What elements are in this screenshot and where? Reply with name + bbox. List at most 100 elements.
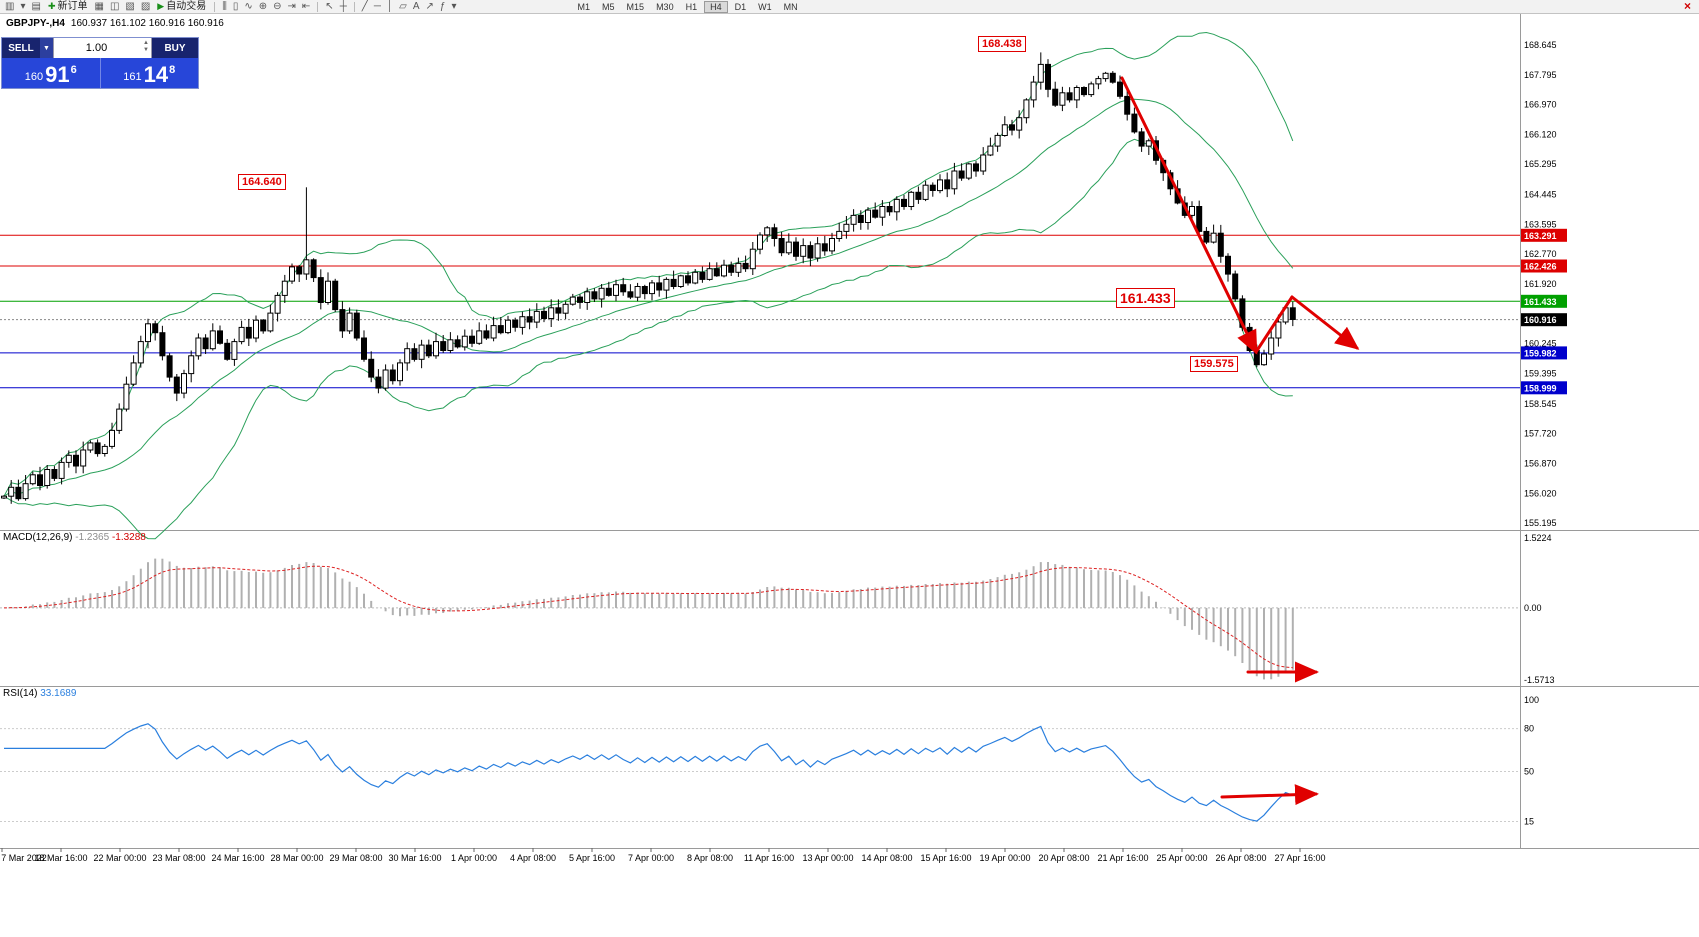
cursor-icon-glyph: ↖	[325, 1, 334, 12]
navigator-icon[interactable]: ▧	[123, 0, 136, 13]
timeframe-m15[interactable]: M15	[626, 1, 645, 12]
close-icon[interactable]: ×	[1683, 0, 1691, 13]
sell-price[interactable]: 160 91 6	[2, 58, 100, 88]
channel-icon[interactable]: ▱	[397, 0, 409, 13]
current-price-box	[1521, 313, 1567, 327]
timeframe-m5[interactable]: M5	[602, 1, 615, 12]
line-chart-icon[interactable]: ∿	[242, 0, 254, 13]
timeframe-mn[interactable]: MN	[783, 1, 798, 12]
svg-text:159.395: 159.395	[1524, 369, 1557, 379]
text-label-icon-glyph: A	[412, 1, 420, 12]
timeframe-m1[interactable]: M1	[577, 1, 591, 12]
svg-text:162.770: 162.770	[1524, 249, 1557, 259]
sell-button[interactable]: SELL	[2, 38, 40, 58]
chart-plot-area[interactable]	[0, 14, 1699, 868]
svg-text:11 Apr 16:00: 11 Apr 16:00	[744, 853, 794, 863]
trendline-icon-glyph: ╱	[361, 1, 368, 12]
crosshair-icon-glyph: ┼	[339, 1, 347, 12]
profiles-icon[interactable]: ▤	[29, 0, 42, 13]
new-order-button[interactable]: ✚ 新订单	[47, 1, 88, 12]
sell-price-prefix: 160	[24, 71, 44, 83]
svg-text:161.433: 161.433	[1524, 297, 1557, 307]
axis-label-box	[1521, 228, 1567, 242]
arrow-object-icon-glyph: ↗	[425, 1, 434, 12]
auto-trading-glyph: ▶	[157, 1, 165, 11]
chart-shift-icon[interactable]: ⇤	[300, 0, 312, 13]
auto-scroll-icon-glyph: ⇥	[287, 1, 296, 12]
zoom-in-icon-glyph: ⊕	[258, 1, 268, 12]
svg-text:163.291: 163.291	[1524, 231, 1557, 241]
timeframe-m30[interactable]: M30	[656, 1, 674, 12]
timeframe-d1[interactable]: D1	[734, 1, 747, 12]
spin-down-icon[interactable]: ▼	[143, 47, 149, 53]
horizontal-line-icon[interactable]: ─	[372, 0, 383, 13]
trend-arrow[interactable]	[1290, 295, 1360, 350]
svg-text:19 Apr 00:00: 19 Apr 00:00	[979, 853, 1030, 863]
svg-text:4 Apr 08:00: 4 Apr 08:00	[510, 853, 556, 863]
indicator-dropdown-icon[interactable]: ▾	[449, 0, 458, 13]
indicators-icon[interactable]: ƒ	[438, 0, 448, 13]
indicator-dropdown-icon-glyph: ▾	[451, 1, 457, 12]
buy-button[interactable]: BUY	[152, 38, 198, 58]
svg-text:13 Apr 00:00: 13 Apr 00:00	[802, 853, 853, 863]
toolbar-separator	[317, 1, 319, 12]
data-window-icon[interactable]: ◫	[108, 0, 121, 13]
svg-text:100: 100	[1524, 695, 1539, 705]
toolbar-separator	[353, 1, 355, 12]
spin-up-icon[interactable]: ▲	[143, 40, 149, 46]
svg-text:166.970: 166.970	[1524, 100, 1557, 110]
volume-input[interactable]: 1.00 ▲ ▼	[53, 38, 152, 58]
svg-text:29 Mar 08:00: 29 Mar 08:00	[329, 853, 382, 863]
vertical-line-icon[interactable]: │	[385, 0, 395, 13]
rsi-line	[4, 723, 1294, 822]
svg-text:1 Apr 00:00: 1 Apr 00:00	[451, 853, 497, 863]
chart-dropdown-icon[interactable]: ▾	[18, 0, 27, 13]
timeframe-h4[interactable]: H4	[704, 0, 728, 13]
auto-scroll-icon[interactable]: ⇥	[286, 0, 298, 13]
svg-text:168.645: 168.645	[1524, 40, 1557, 50]
bar-chart-icon[interactable]: ⫼	[220, 0, 229, 13]
text-label-icon[interactable]: A	[411, 0, 422, 13]
arrow-object-icon[interactable]: ↗	[424, 0, 436, 13]
svg-text:155.195: 155.195	[1524, 518, 1557, 528]
macd-histogram	[10, 558, 1294, 680]
svg-text:7 Apr 00:00: 7 Apr 00:00	[628, 853, 674, 863]
zoom-in-icon[interactable]: ⊕	[257, 0, 269, 13]
svg-text:163.595: 163.595	[1524, 219, 1557, 229]
svg-text:158.999: 158.999	[1524, 383, 1557, 393]
price-annotation: 168.438	[978, 36, 1026, 52]
auto-trading-button[interactable]: ▶ 自动交易	[157, 1, 207, 12]
terminal-icon-glyph: ▨	[140, 1, 151, 12]
cursor-icon[interactable]: ↖	[323, 0, 335, 13]
svg-text:161.920: 161.920	[1524, 279, 1557, 289]
trend-arrow[interactable]	[1254, 295, 1294, 354]
indicators-icon-glyph: ƒ	[439, 1, 446, 12]
svg-text:166.120: 166.120	[1524, 130, 1557, 140]
trend-arrow[interactable]	[1220, 784, 1319, 806]
price-annotation: 161.433	[1116, 288, 1175, 308]
symbol-chart-icon[interactable]: ▥	[3, 0, 16, 13]
price-annotation: 159.575	[1190, 356, 1238, 372]
top-toolbar: ▥ ▾ ▤ ✚ 新订单 ▦ ◫ ▧ ▨ ▶ 自动交易 ⫼ ▯ ∿ ⊕ ⊖ ⇥ ⇤ ↖ ┼ ╱ ─ │ ▱ A ↗ ƒ ▾ M1 M5 M15…	[0, 0, 1699, 14]
zoom-out-icon[interactable]: ⊖	[271, 0, 283, 13]
crosshair-icon[interactable]: ┼	[338, 0, 349, 13]
buy-price-prefix: 161	[123, 71, 142, 83]
timeframe-h1[interactable]: H1	[685, 1, 698, 12]
terminal-icon[interactable]: ▨	[139, 0, 152, 13]
market-watch-icon[interactable]: ▦	[92, 0, 105, 13]
sell-dropdown-icon[interactable]: ▼	[40, 38, 53, 58]
axis-label-box	[1521, 259, 1567, 273]
horizontal-line-icon-glyph: ─	[373, 1, 381, 12]
bollinger-middle-band	[3, 98, 1294, 497]
price-annotation: 164.640	[238, 174, 286, 190]
symbol-chart-icon-glyph: ▥	[5, 1, 15, 12]
data-window-icon-glyph: ◫	[109, 1, 120, 12]
trend-arrow[interactable]	[1120, 76, 1258, 355]
sell-price-pip: 6	[70, 64, 77, 76]
trendline-icon[interactable]: ╱	[360, 0, 370, 13]
buy-price[interactable]: 161 14 8	[101, 58, 199, 88]
candlestick-icon[interactable]: ▯	[231, 0, 241, 13]
volume-spinner[interactable]: ▲ ▼	[143, 40, 149, 54]
timeframe-w1[interactable]: W1	[758, 1, 772, 12]
